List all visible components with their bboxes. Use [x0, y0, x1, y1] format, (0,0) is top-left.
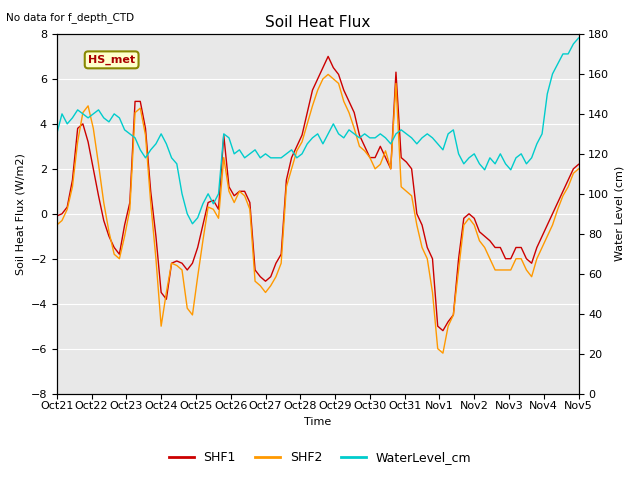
- SHF1: [439, 328, 447, 334]
- WaterLevel_cm: [424, 131, 431, 137]
- Legend: SHF1, SHF2, WaterLevel_cm: SHF1, SHF2, WaterLevel_cm: [164, 446, 476, 469]
- SHF2: [90, 125, 97, 131]
- SHF1: [424, 245, 431, 251]
- SHF1: [575, 161, 582, 167]
- SHF2: [324, 72, 332, 77]
- WaterLevel_cm: [184, 211, 191, 216]
- SHF2: [184, 305, 191, 311]
- Line: WaterLevel_cm: WaterLevel_cm: [57, 38, 579, 224]
- Y-axis label: Water Level (cm): Water Level (cm): [615, 166, 625, 262]
- Y-axis label: Soil Heat Flux (W/m2): Soil Heat Flux (W/m2): [15, 153, 25, 275]
- WaterLevel_cm: [449, 127, 457, 133]
- SHF1: [293, 144, 301, 149]
- SHF1: [371, 155, 379, 160]
- Line: SHF2: SHF2: [57, 74, 579, 353]
- SHF2: [455, 267, 463, 273]
- WaterLevel_cm: [53, 131, 61, 137]
- SHF2: [293, 148, 301, 154]
- X-axis label: Time: Time: [304, 417, 332, 427]
- SHF2: [439, 350, 447, 356]
- SHF1: [324, 54, 332, 60]
- SHF2: [575, 166, 582, 172]
- SHF1: [184, 267, 191, 273]
- Text: HS_met: HS_met: [88, 55, 135, 65]
- SHF2: [53, 222, 61, 228]
- SHF2: [424, 256, 431, 262]
- SHF1: [90, 166, 97, 172]
- Line: SHF1: SHF1: [57, 57, 579, 331]
- WaterLevel_cm: [575, 35, 582, 41]
- SHF2: [371, 166, 379, 172]
- WaterLevel_cm: [371, 135, 379, 141]
- Title: Soil Heat Flux: Soil Heat Flux: [265, 15, 371, 30]
- WaterLevel_cm: [90, 111, 97, 117]
- SHF1: [455, 256, 463, 262]
- WaterLevel_cm: [298, 151, 306, 156]
- WaterLevel_cm: [189, 221, 196, 227]
- SHF1: [53, 213, 61, 219]
- Text: No data for f_depth_CTD: No data for f_depth_CTD: [6, 12, 134, 23]
